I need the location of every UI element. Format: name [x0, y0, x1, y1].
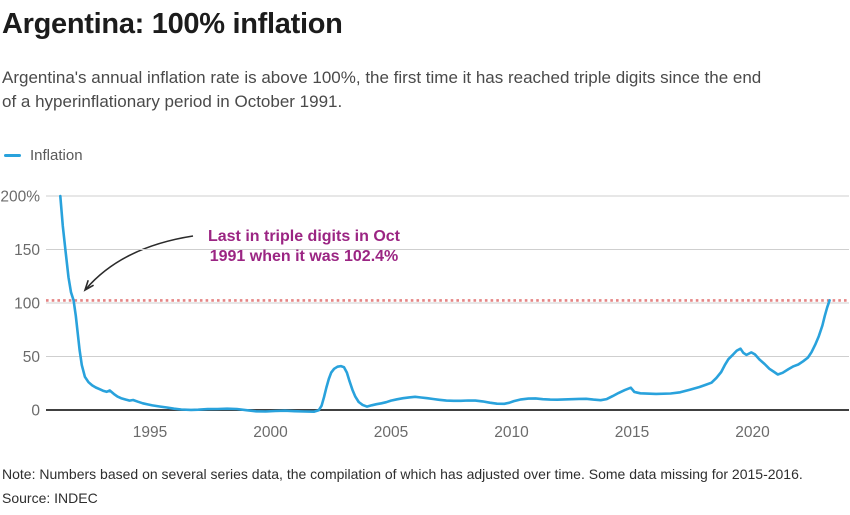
inflation-line-chart: 0 50 100 150 200% 1995 2000 2005 2010 2015 2020 — [0, 189, 849, 441]
y-tick-label-50: 50 — [23, 349, 41, 366]
x-tick-label-2015: 2015 — [615, 424, 649, 441]
annotation-arrow — [85, 235, 194, 290]
legend-label: Inflation — [30, 147, 83, 164]
annotation-arrowhead-icon — [83, 280, 94, 292]
chart-source: Source: INDEC — [2, 490, 98, 506]
y-tick-label-200: 200% — [0, 189, 40, 206]
threshold-annotation: Last in triple digits in Oct 1991 when i… — [207, 228, 400, 265]
x-tick-label-2005: 2005 — [374, 424, 408, 441]
chart-legend: Inflation — [4, 147, 83, 164]
chart-note: Note: Numbers based on several series da… — [2, 466, 803, 482]
y-tick-label-100: 100 — [14, 296, 40, 313]
x-tick-label-2010: 2010 — [494, 424, 529, 441]
page-title: Argentina: 100% inflation — [2, 8, 343, 40]
y-tick-label-0: 0 — [31, 403, 40, 420]
legend-line-swatch-icon — [4, 153, 21, 158]
x-tick-label-1995: 1995 — [133, 424, 167, 441]
x-tick-label-2020: 2020 — [735, 424, 770, 441]
x-tick-label-2000: 2000 — [253, 424, 288, 441]
y-tick-label-150: 150 — [14, 242, 40, 259]
chart-subtitle: Argentina's annual inflation rate is abo… — [2, 68, 762, 112]
inflation-line — [58, 194, 831, 413]
